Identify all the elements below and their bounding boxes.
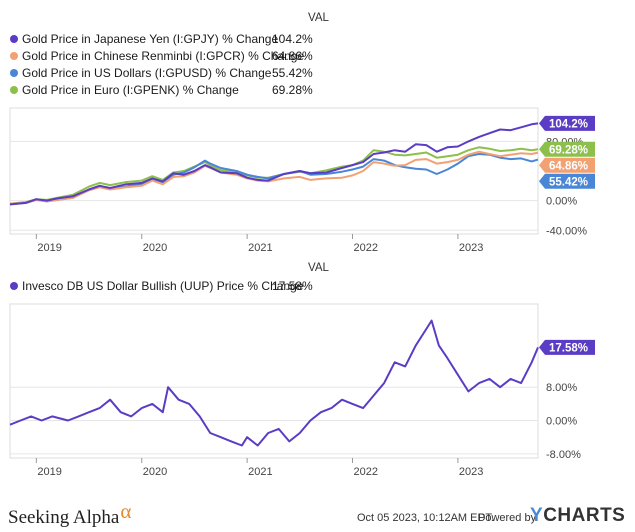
end-value-flag [539, 141, 595, 157]
legend-top-header: VAL [308, 12, 329, 24]
legend-bottom: VAL Invesco DB US Dollar Bullish (UUP) P… [10, 262, 350, 296]
legend-label: Gold Price in Japanese Yen (I:GPJY) % Ch… [22, 32, 279, 46]
series-dot-icon [10, 52, 18, 60]
legend-label: Invesco DB US Dollar Bullish (UUP) Price… [22, 279, 304, 293]
legend-bottom-header: VAL [308, 262, 329, 274]
series-dot-icon [10, 69, 18, 77]
x-tick-label: 2019 [37, 466, 61, 478]
series-line [9, 122, 539, 206]
end-value-label: 104.2% [549, 118, 588, 130]
end-value-label: 69.28% [549, 144, 588, 156]
y-tick-label: 8.00% [546, 382, 577, 394]
plot-frame [9, 303, 539, 459]
y-tick-label: -40.00% [546, 225, 587, 237]
x-tick-label: 2022 [354, 242, 378, 254]
x-tick-label: 2020 [143, 242, 167, 254]
x-tick-label: 2021 [248, 466, 272, 478]
y-tick-label: 0.00% [546, 416, 577, 428]
end-value-flag [539, 157, 595, 173]
y-tick-label: 0.00% [546, 196, 577, 208]
end-value-label: 55.42% [549, 176, 588, 188]
end-value-flag [539, 339, 595, 355]
end-value-label: 17.58% [549, 342, 588, 354]
legend-value: 64.86% [272, 49, 313, 63]
legend-item[interactable]: Gold Price in US Dollars (I:GPUSD) % Cha… [10, 65, 313, 81]
seeking-alpha-logo[interactable]: Seeking Alphaα [8, 499, 131, 529]
legend-value: 17.58% [272, 279, 313, 293]
series-line [9, 146, 539, 205]
uup-price-chart: 8.00% 0.00% -8.00% 2019 2020 2021 2022 2023 17.5… [9, 303, 595, 478]
timestamp: Oct 05 2023, 10:12AM EDT. [357, 512, 494, 524]
powered-by: Powered by [478, 512, 537, 524]
legend-item[interactable]: Invesco DB US Dollar Bullish (UUP) Price… [10, 278, 313, 294]
end-value-flag [539, 173, 595, 189]
legend-value: 69.28% [272, 83, 313, 97]
end-value-label: 64.86% [549, 160, 588, 172]
legend-top: VAL Gold Price in Japanese Yen (I:GPJY) … [10, 8, 350, 98]
legend-label: Gold Price in Chinese Renminbi (I:GPCR) … [22, 49, 305, 63]
x-tick-label: 2019 [37, 242, 61, 254]
ycharts-y: Y [530, 505, 544, 526]
y-tick-label: -8.00% [546, 449, 581, 461]
gold-price-chart: 80.00%0.00%-40.00%2019202020212022202310… [9, 107, 595, 254]
x-tick-label: 2023 [459, 466, 483, 478]
ycharts-rest: CHARTS [543, 505, 626, 526]
alpha-icon: α [120, 499, 132, 523]
brand-name: Seeking Alpha [8, 507, 120, 528]
legend-value: 104.2% [272, 32, 313, 46]
x-tick-label: 2022 [354, 466, 378, 478]
legend-item[interactable]: Gold Price in Chinese Renminbi (I:GPCR) … [10, 48, 313, 64]
x-tick-label: 2023 [459, 242, 483, 254]
series-dot-icon [10, 86, 18, 94]
series-line [9, 150, 539, 205]
legend-label: Gold Price in US Dollars (I:GPUSD) % Cha… [22, 66, 272, 80]
ycharts-logo[interactable]: YCHARTS [530, 505, 625, 527]
x-tick-label: 2021 [248, 242, 272, 254]
x-tick-label: 2020 [143, 466, 167, 478]
end-value-flag [539, 115, 595, 131]
series-dot-icon [10, 282, 18, 290]
series-dot-icon [10, 35, 18, 43]
legend-value: 55.42% [272, 66, 313, 80]
legend-label: Gold Price in Euro (I:GPENK) % Change [22, 83, 239, 97]
footer: Seeking Alphaα Oct 05 2023, 10:12AM EDT.… [0, 498, 635, 532]
legend-item[interactable]: Gold Price in Japanese Yen (I:GPJY) % Ch… [10, 31, 313, 47]
legend-item[interactable]: Gold Price in Euro (I:GPENK) % Change 69… [10, 82, 313, 98]
series-line [9, 319, 539, 447]
plot-frame [9, 107, 539, 235]
